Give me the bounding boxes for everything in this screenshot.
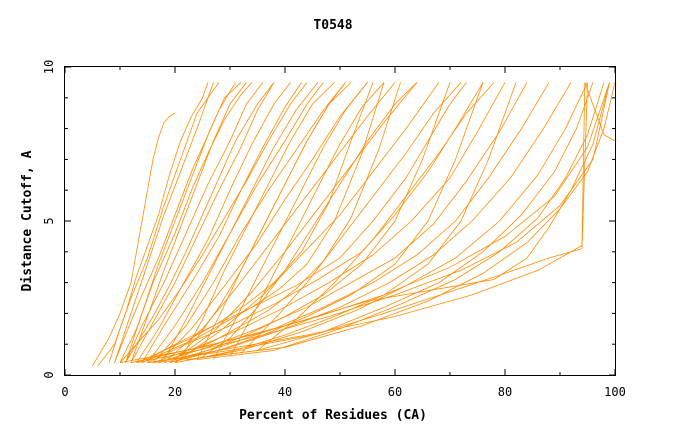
series-line-7 bbox=[130, 82, 275, 363]
series-line-20 bbox=[163, 82, 550, 364]
series-line-40 bbox=[257, 82, 495, 351]
series-line-6 bbox=[125, 82, 264, 363]
x-tick-label: 20 bbox=[168, 385, 182, 399]
series-line-25 bbox=[207, 82, 616, 357]
series-line-46 bbox=[191, 82, 517, 360]
series-line-18 bbox=[152, 82, 506, 364]
x-tick-label: 80 bbox=[498, 385, 512, 399]
series-line-36 bbox=[130, 82, 247, 363]
series-line-34 bbox=[213, 82, 368, 360]
series-line-49 bbox=[174, 82, 346, 360]
series-line-3 bbox=[108, 82, 214, 363]
series-line-43 bbox=[158, 82, 401, 364]
y-tick-label: 0 bbox=[42, 371, 56, 378]
series-line-44 bbox=[169, 82, 451, 364]
chart-title: T0548 bbox=[313, 18, 352, 33]
series-line-30 bbox=[119, 82, 610, 364]
series-line-21 bbox=[169, 82, 572, 364]
x-tick-label: 0 bbox=[61, 385, 68, 399]
x-tick-label: 100 bbox=[604, 385, 626, 399]
series-line-37 bbox=[125, 82, 242, 363]
series-line-42 bbox=[136, 82, 374, 364]
series-line-32 bbox=[180, 82, 335, 360]
series-line-31 bbox=[163, 82, 319, 360]
series-line-19 bbox=[158, 82, 528, 364]
series-line-28 bbox=[152, 82, 616, 364]
series-line-16 bbox=[141, 82, 467, 364]
series-line-38 bbox=[114, 82, 220, 363]
x-axis-label: Percent of Residues (CA) bbox=[239, 408, 427, 423]
series-line-47 bbox=[125, 82, 275, 363]
series-line-10 bbox=[147, 82, 324, 363]
series-line-27 bbox=[130, 82, 610, 364]
series-line-4 bbox=[114, 82, 236, 363]
series-line-8 bbox=[136, 82, 291, 363]
x-tick-label: 40 bbox=[278, 385, 292, 399]
series-line-17 bbox=[147, 82, 484, 364]
series-line-35 bbox=[229, 82, 385, 357]
tick-layer: 0 20 40 60 80 100 0 5 10 bbox=[42, 60, 626, 399]
series-line-33 bbox=[196, 82, 352, 360]
series-layer bbox=[92, 82, 616, 367]
series-line-26 bbox=[136, 82, 610, 364]
y-tick-label: 5 bbox=[42, 217, 56, 224]
series-line-48 bbox=[119, 82, 308, 363]
series-line-39 bbox=[240, 82, 462, 354]
series-line-45 bbox=[180, 82, 484, 360]
series-line-29 bbox=[147, 82, 588, 364]
series-line-15 bbox=[174, 82, 440, 364]
series-line-23 bbox=[185, 82, 594, 360]
series-line-12 bbox=[158, 82, 368, 363]
series-line-41 bbox=[141, 82, 385, 364]
series-line-1 bbox=[92, 112, 176, 367]
series-line-24 bbox=[196, 82, 605, 360]
series-line-50 bbox=[202, 82, 418, 357]
plot-frame bbox=[64, 66, 616, 376]
y-axis-label: Distance Cutoff, A bbox=[20, 150, 35, 291]
y-tick-label: 10 bbox=[42, 60, 56, 74]
x-tick-label: 60 bbox=[388, 385, 402, 399]
series-line-9 bbox=[141, 82, 302, 363]
series-line-22 bbox=[174, 82, 588, 364]
